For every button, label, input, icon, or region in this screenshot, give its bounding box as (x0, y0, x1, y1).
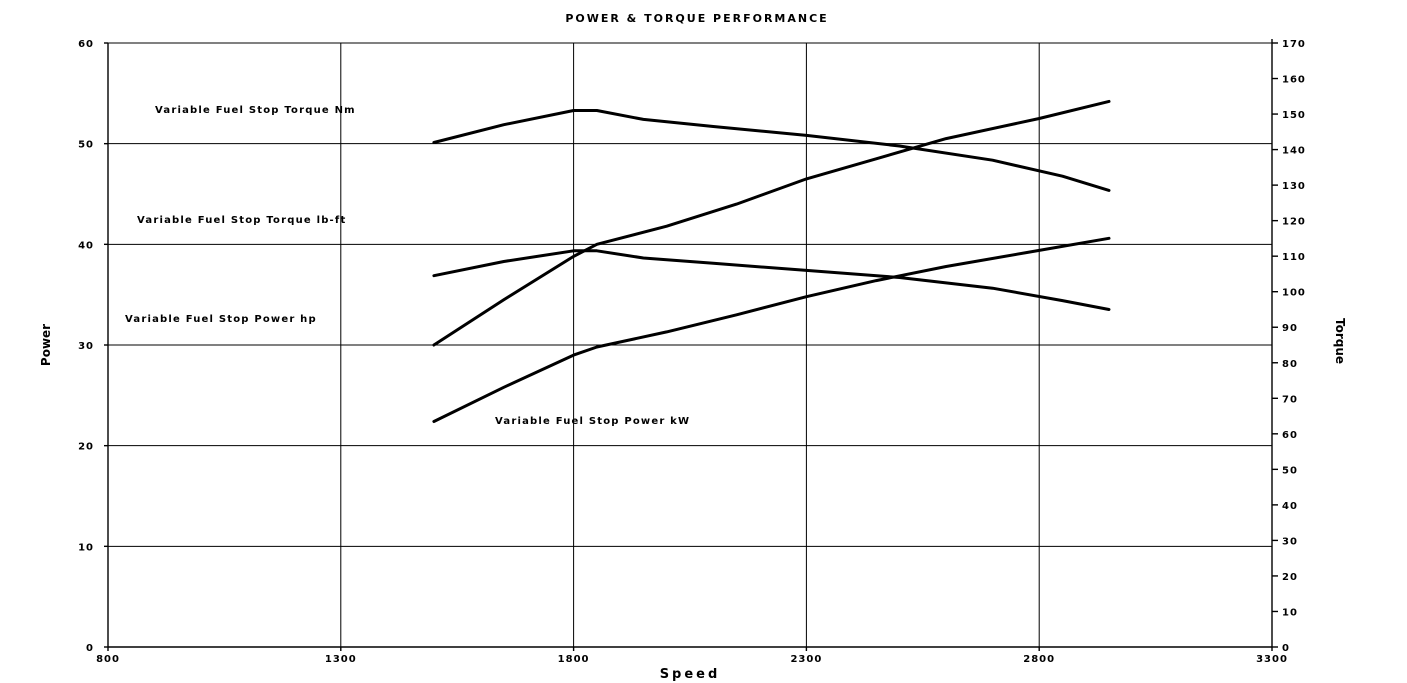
y2-tick-label: 60 (1282, 430, 1298, 441)
series-label-2: Variable Fuel Stop Power hp (125, 314, 317, 325)
y2-tick-label: 70 (1282, 394, 1298, 405)
y2-tick-label: 120 (1282, 217, 1306, 228)
axes (104, 39, 1278, 651)
series-label-1: Variable Fuel Stop Torque lb-ft (137, 215, 346, 226)
x-tick-label: 3300 (1256, 654, 1288, 665)
y-axis-title-torque: Torque (1333, 318, 1347, 364)
y2-tick-label: 170 (1282, 39, 1306, 50)
y2-tick-label: 50 (1282, 465, 1298, 476)
series-line-1 (432, 249, 1111, 311)
series-line-3 (432, 236, 1111, 423)
series-lines (432, 99, 1111, 423)
series-labels: Variable Fuel Stop Torque Nm Variable Fue… (125, 105, 690, 427)
y2-tick-label: 10 (1282, 607, 1298, 618)
y-tick-label: 10 (78, 542, 94, 553)
x-tick-label: 2800 (1023, 654, 1055, 665)
y-tick-label: 50 (78, 140, 94, 151)
y-tick-label: 0 (86, 643, 94, 654)
y2-tick-label: 150 (1282, 110, 1306, 121)
y2-tick-label: 160 (1282, 75, 1306, 86)
y2-tick-label: 90 (1282, 323, 1298, 334)
y2-tick-label: 110 (1282, 252, 1306, 263)
x-axis-title: Speed (660, 667, 721, 682)
y2-tick-label: 20 (1282, 572, 1298, 583)
series-line-2 (432, 99, 1111, 347)
y-tick-label: 40 (78, 240, 94, 251)
grid-lines (108, 42, 1272, 647)
x-tick-label: 800 (96, 654, 120, 665)
y2-tick-label: 100 (1282, 288, 1306, 299)
y2-tick-label: 140 (1282, 146, 1306, 157)
series-label-0: Variable Fuel Stop Torque Nm (155, 105, 356, 116)
y2-tick-label: 40 (1282, 501, 1298, 512)
x-tick-label: 1300 (325, 654, 357, 665)
series-line-0 (432, 109, 1111, 192)
chart-title: POWER & TORQUE PERFORMANCE (565, 12, 828, 25)
y2-tick-label: 130 (1282, 181, 1306, 192)
x-tick-label: 1800 (558, 654, 590, 665)
y-axis-title-power: Power (39, 324, 53, 366)
x-tick-label: 2300 (790, 654, 822, 665)
y-tick-label: 20 (78, 442, 94, 453)
y2-tick-label: 0 (1282, 643, 1290, 654)
y2-tick-label: 30 (1282, 536, 1298, 547)
y2-tick-label: 80 (1282, 359, 1298, 370)
series-label-3: Variable Fuel Stop Power kW (495, 416, 690, 427)
y-tick-label: 30 (78, 341, 94, 352)
tick-labels: 0 10 20 30 40 50 60 0 10 20 30 40 50 60 70 80 90 100 110 12… (78, 39, 1306, 665)
y-tick-label: 60 (78, 39, 94, 50)
